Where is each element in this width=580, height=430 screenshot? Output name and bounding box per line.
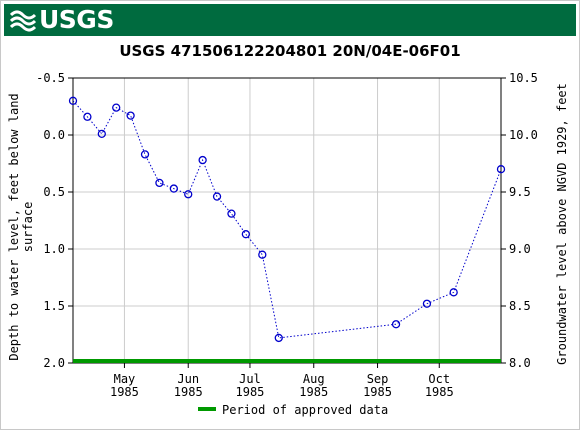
usgs-wave-icon <box>10 10 36 32</box>
usgs-header-banner: USGS <box>4 4 576 36</box>
y-right-tick-label: 8.5 <box>509 299 531 313</box>
series-points <box>68 96 506 343</box>
x-tick-label-year: 1985 <box>425 385 454 399</box>
x-tick-label-month: May <box>114 372 136 386</box>
y-left-label-line-1: Depth to water level, feet below land <box>7 93 21 360</box>
y-right-ticks: 10.5 10.0 9.5 9.0 8.5 8.0 <box>501 71 538 370</box>
y-left-tick-label: 1.0 <box>43 242 65 256</box>
data-point <box>258 250 267 259</box>
y-left-label-line-2: surface <box>21 202 35 253</box>
data-point <box>169 184 178 193</box>
x-ticks: May1985Jun1985Jul1985Aug1985Sep1985Oct19… <box>110 363 454 399</box>
data-point <box>274 333 283 343</box>
series-line <box>72 100 502 339</box>
x-tick-label-month: Jun <box>177 372 199 386</box>
data-point <box>68 96 78 105</box>
data-point <box>241 230 250 239</box>
usgs-logo-text: USGS <box>39 5 114 34</box>
data-point <box>155 178 164 188</box>
y-right-tick-label: 10.5 <box>509 71 538 85</box>
legend-label: Period of approved data <box>222 403 388 417</box>
x-tick-label-month: Oct <box>428 372 450 386</box>
data-point <box>184 190 193 199</box>
y-left-tick-label: 0.0 <box>43 128 65 142</box>
y-right-label-text: Groundwater level above NGVD 1929, feet <box>555 83 569 365</box>
y-right-tick-label: 8.0 <box>509 356 531 370</box>
y-left-tick-label: 0.5 <box>43 185 65 199</box>
data-point <box>449 288 458 297</box>
y-left-axis-label: Depth to water level, feet below land su… <box>7 93 35 360</box>
data-point <box>391 320 401 329</box>
data-point <box>140 150 150 159</box>
x-tick-label-month: Jul <box>239 372 261 386</box>
data-point <box>496 165 506 174</box>
x-tick-label-year: 1985 <box>299 385 328 399</box>
plot-area-border <box>72 77 502 364</box>
data-point <box>112 103 121 112</box>
x-tick-label-year: 1985 <box>236 385 265 399</box>
x-tick-label-month: Aug <box>303 372 325 386</box>
x-tick-label-year: 1985 <box>174 385 203 399</box>
chart-title: USGS 471506122204801 20N/04E-06F01 <box>119 42 461 60</box>
y-left-tick-label: 2.0 <box>43 356 65 370</box>
y-right-tick-label: 9.5 <box>509 185 531 199</box>
approved-period-segment <box>73 359 501 363</box>
data-point <box>97 129 106 139</box>
y-right-tick-label: 10.0 <box>509 128 538 142</box>
grid-lines <box>73 78 501 363</box>
data-point <box>126 111 135 120</box>
y-left-ticks: -0.5 0.0 0.5 1.0 1.5 2.0 <box>36 71 73 370</box>
data-point <box>227 209 236 218</box>
x-tick-label-month: Sep <box>367 372 389 386</box>
x-tick-label-year: 1985 <box>110 385 139 399</box>
usgs-logo[interactable]: USGS <box>10 7 114 33</box>
data-point <box>212 192 222 201</box>
legend-swatch <box>198 407 216 411</box>
y-left-tick-label: -0.5 <box>36 71 65 85</box>
x-tick-label-year: 1985 <box>363 385 392 399</box>
approved-period-bar <box>73 359 501 363</box>
data-point <box>198 155 207 165</box>
y-left-tick-label: 1.5 <box>43 299 65 313</box>
data-point <box>422 299 432 308</box>
legend: Period of approved data <box>198 403 388 417</box>
y-right-tick-label: 9.0 <box>509 242 531 256</box>
y-right-axis-label: Groundwater level above NGVD 1929, feet <box>555 83 569 365</box>
data-point <box>83 112 92 121</box>
